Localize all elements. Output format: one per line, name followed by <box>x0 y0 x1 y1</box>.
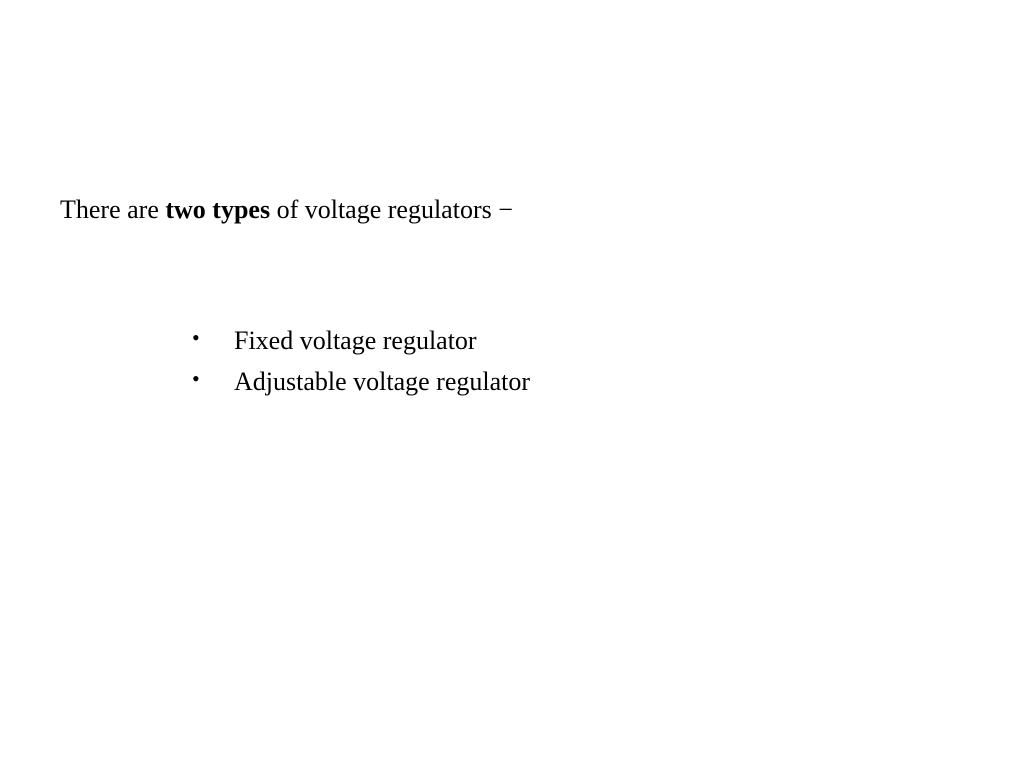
intro-prefix: There are <box>60 195 165 224</box>
bullet-text: Fixed voltage regulator <box>234 326 477 355</box>
list-item: Fixed voltage regulator <box>192 323 1024 359</box>
intro-suffix: of voltage regulators − <box>270 195 513 224</box>
intro-text: There are two types of voltage regulator… <box>60 192 1024 228</box>
list-item: Adjustable voltage regulator <box>192 364 1024 400</box>
bullet-text: Adjustable voltage regulator <box>234 367 530 396</box>
bullet-list: Fixed voltage regulator Adjustable volta… <box>192 323 1024 400</box>
intro-bold: two types <box>165 195 270 224</box>
